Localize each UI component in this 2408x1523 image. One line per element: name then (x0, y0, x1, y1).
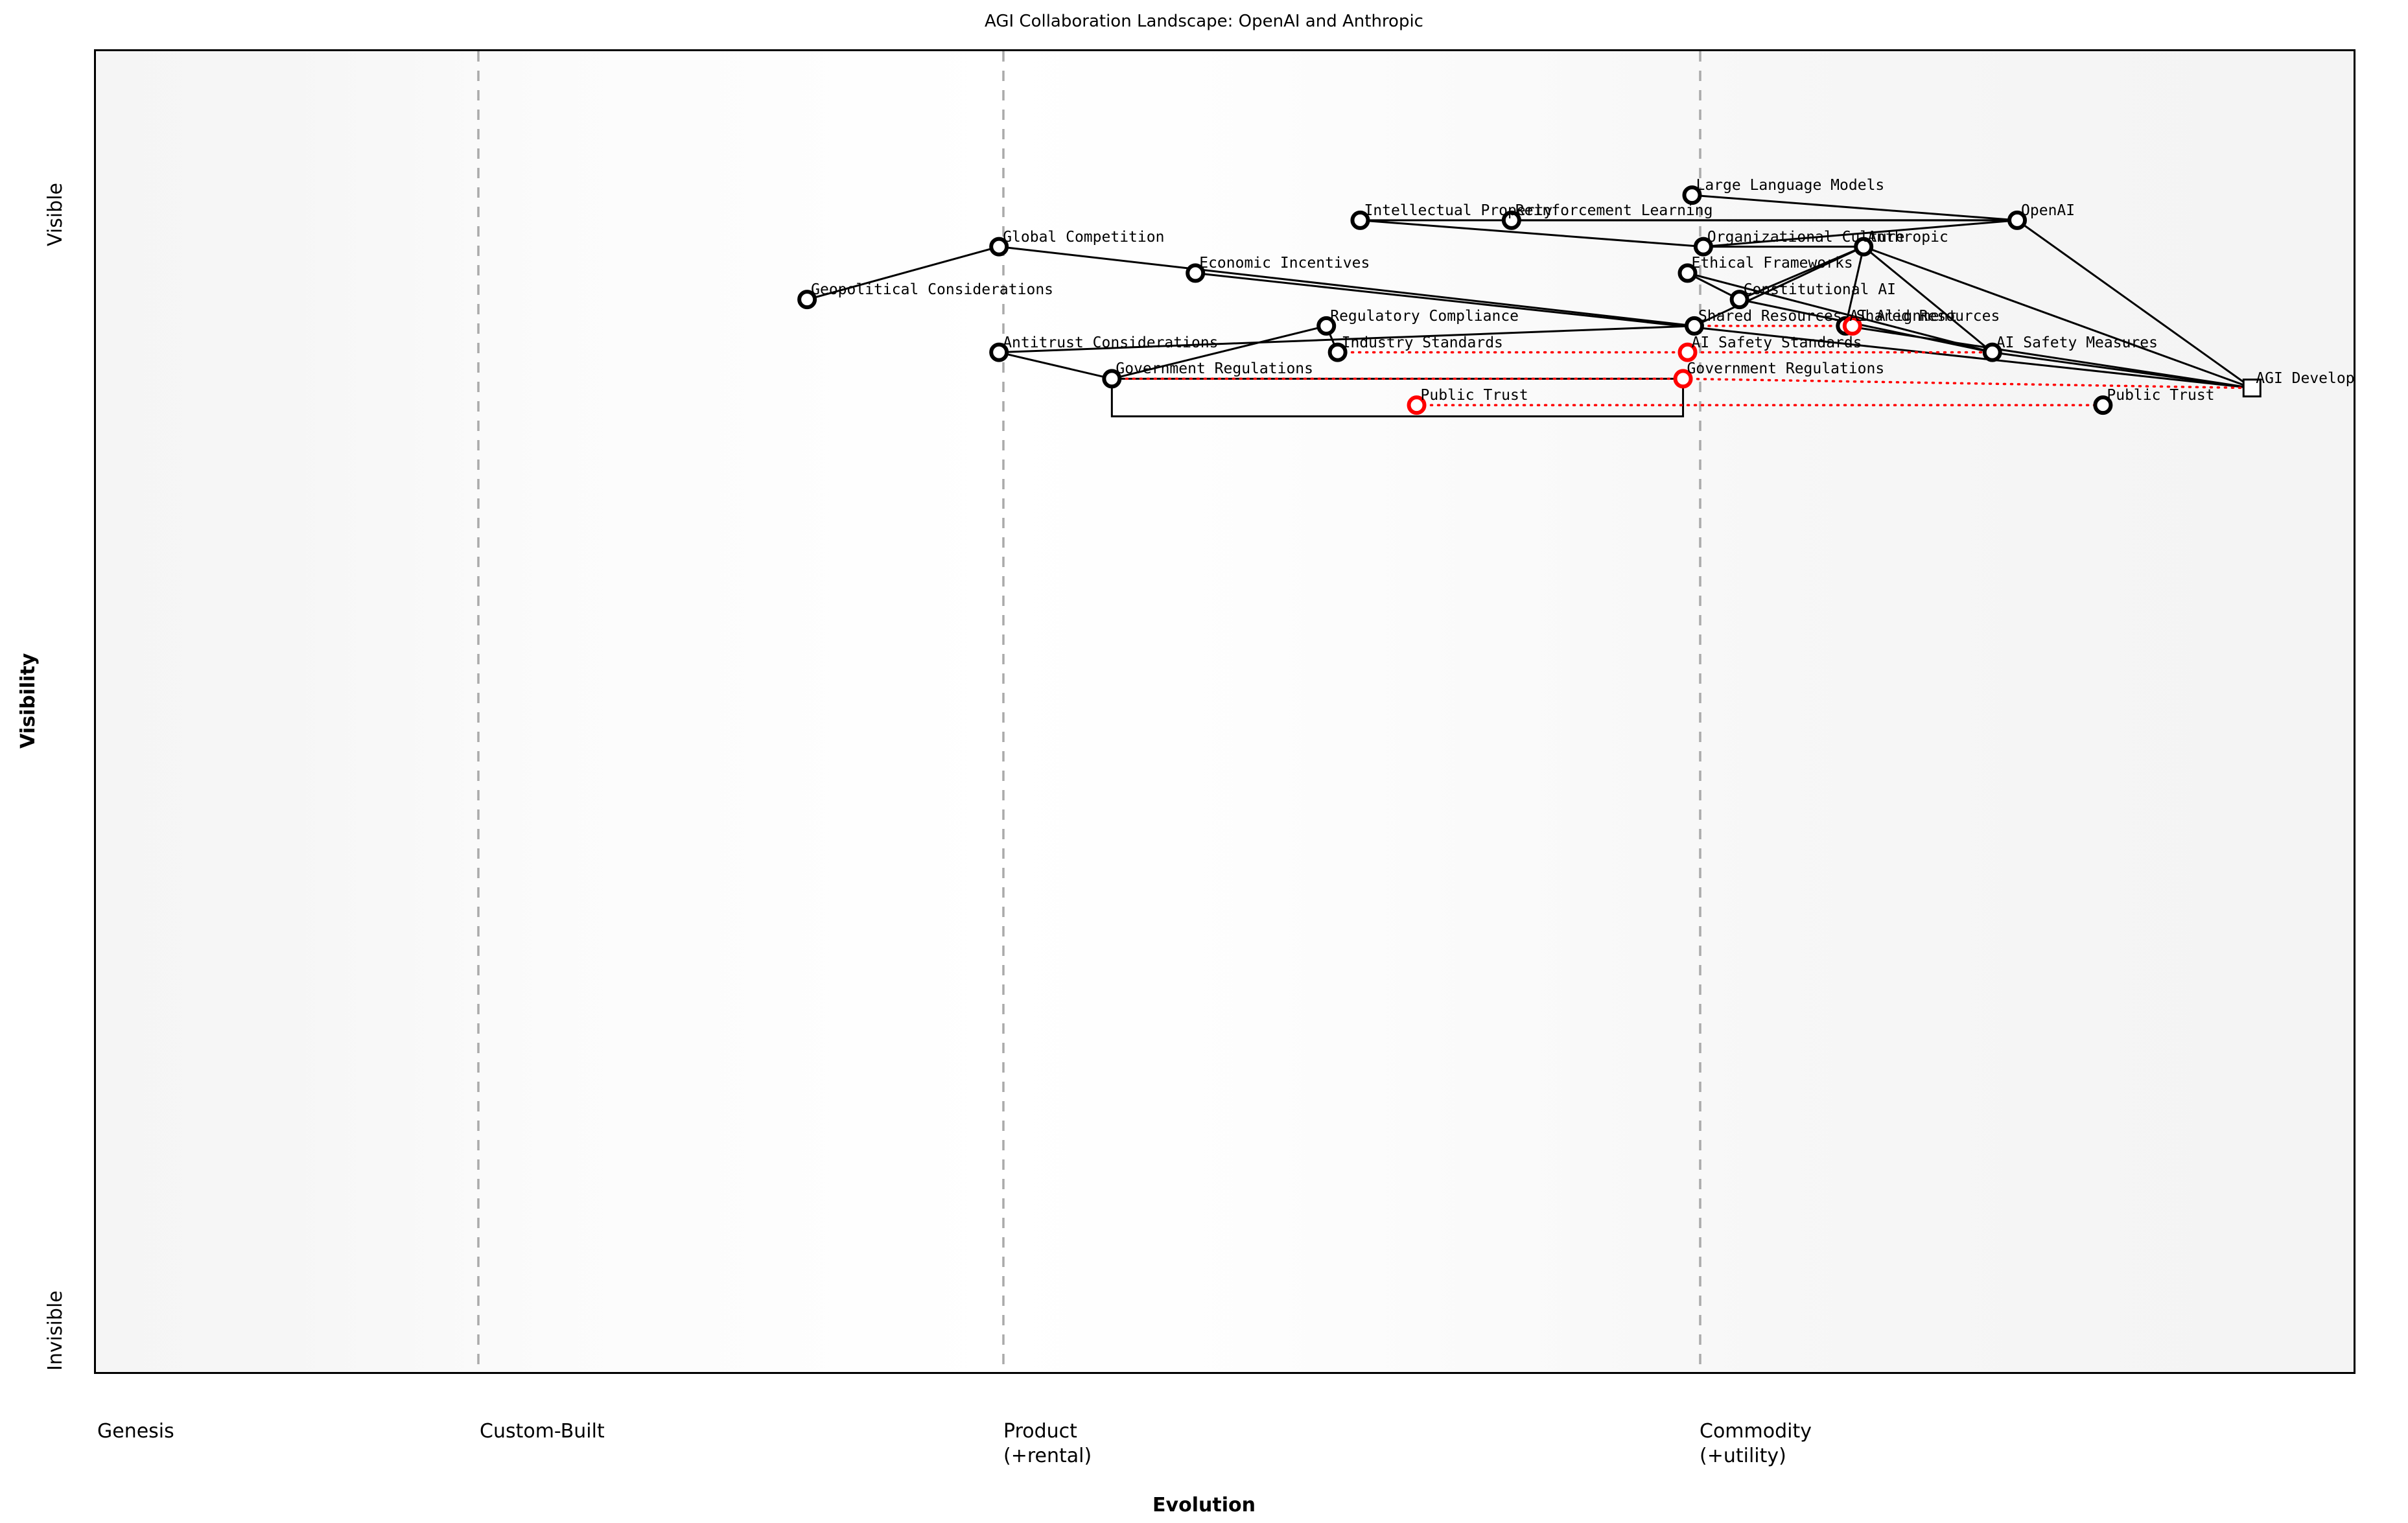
link-line (806, 246, 999, 301)
map-svg (477, 51, 2262, 1372)
evolve-node-shared_resources_evolve[interactable] (1842, 316, 1862, 336)
y-axis-label-visible: Visible (44, 183, 67, 246)
x-axis-title: Evolution (1152, 1494, 1256, 1517)
link-line (1844, 246, 1865, 327)
map-node-geopolitical[interactable] (797, 290, 817, 310)
links-group (806, 194, 2253, 389)
link-line (1694, 246, 1864, 327)
map-node-agi_development[interactable] (2242, 378, 2262, 398)
link-line (1863, 246, 2252, 389)
evolve-path (1681, 377, 2254, 389)
map-node-antitrust[interactable] (989, 342, 1009, 362)
x-axis-category-0: Genesis (97, 1420, 174, 1443)
evolve-node-ai_safety_standards[interactable] (1677, 342, 1698, 362)
evolve-paths-group (1110, 325, 2254, 406)
link-line (1739, 298, 1993, 354)
link-line (998, 351, 1112, 380)
x-axis-category-2: Product (+rental) (1003, 1420, 1092, 1468)
map-node-shared_resources[interactable] (1684, 316, 1704, 336)
map-node-anthropic[interactable] (1854, 237, 1874, 257)
x-axis-category-1: Custom-Built (480, 1420, 605, 1443)
map-node-constitutional_ai[interactable] (1729, 290, 1749, 310)
map-node-reinforcement_learning[interactable] (1501, 210, 1521, 230)
y-axis-title: Visibility (17, 653, 40, 749)
map-node-openai[interactable] (2007, 210, 2028, 230)
map-node-organizational_culture[interactable] (1693, 237, 1713, 257)
map-node-industry_standards[interactable] (1327, 342, 1348, 362)
evolve-node-govt_reg_evolve[interactable] (1673, 369, 1693, 389)
map-node-global_competition[interactable] (989, 237, 1009, 257)
map-node-ai_safety_measures[interactable] (1982, 342, 2002, 362)
map-node-regulatory_compliance[interactable] (1316, 316, 1337, 336)
link-line (1111, 325, 1327, 380)
map-node-ethical_frameworks[interactable] (1677, 263, 1698, 283)
map-node-public_trust_target[interactable] (2093, 395, 2113, 415)
link-line (1692, 194, 2018, 222)
map-node-government_regulations[interactable] (1102, 369, 1122, 389)
link-line (2016, 219, 2253, 389)
nodes-group[interactable] (797, 185, 2262, 415)
pipeline-box (1110, 377, 1685, 417)
gridlines-group (477, 51, 1701, 1372)
map-node-economic_incentives[interactable] (1186, 263, 1206, 283)
map-node-intellectual_property[interactable] (1350, 210, 1370, 230)
link-line (1703, 219, 2018, 248)
evolve-node-public_trust_source[interactable] (1407, 395, 1427, 415)
link-line (1863, 246, 1993, 353)
link-line (1845, 325, 2252, 389)
y-axis-label-invisible: Invisible (44, 1290, 67, 1371)
link-line (1992, 351, 2252, 389)
map-node-large_language_models[interactable] (1682, 185, 1702, 205)
link-line (999, 325, 1695, 354)
link-line (999, 246, 1695, 327)
pipelines-group (1110, 377, 1685, 417)
x-axis-category-3: Commodity (+utility) (1700, 1420, 1812, 1468)
link-line (1687, 272, 1993, 354)
link-line (1360, 219, 1704, 248)
page-title: AGI Collaboration Landscape: OpenAI and … (985, 12, 1423, 31)
link-line (1195, 272, 2252, 389)
plot-area: AGI DevelopmentOpenAIAnthropicLarge Lang… (94, 49, 2355, 1374)
